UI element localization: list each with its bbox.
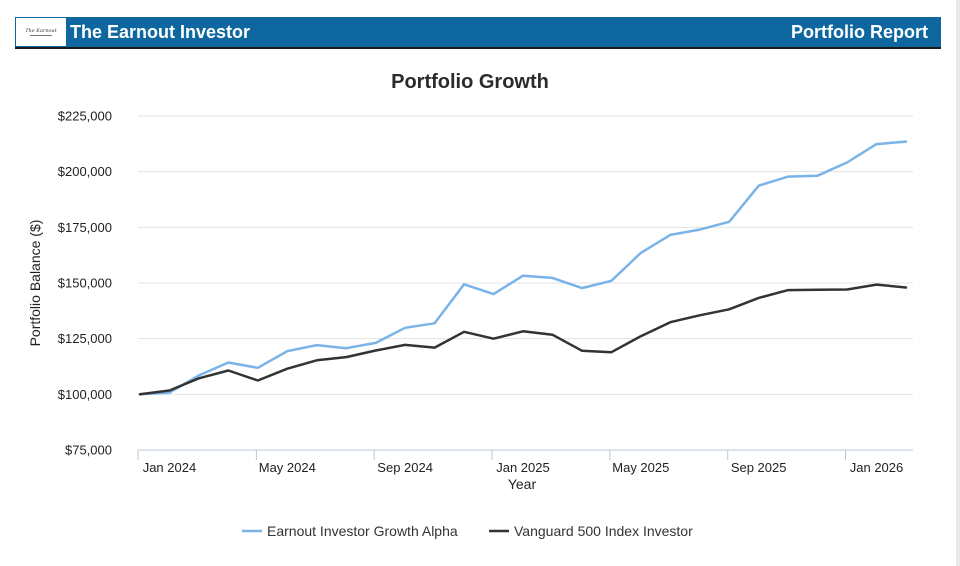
y-tick-label: $225,000 xyxy=(58,109,112,124)
legend-label: Earnout Investor Growth Alpha xyxy=(267,523,458,539)
logo-text: The Earnout xyxy=(25,28,57,34)
window-edge xyxy=(956,0,960,566)
x-tick-label: Jan 2024 xyxy=(143,460,197,475)
y-tick-label: $75,000 xyxy=(65,443,112,458)
y-axis-title: Portfolio Balance ($) xyxy=(27,220,43,347)
y-tick-label: $175,000 xyxy=(58,220,112,235)
x-tick-label: May 2024 xyxy=(259,460,316,475)
company-logo: The Earnout xyxy=(16,18,66,46)
x-tick-label: Jan 2025 xyxy=(496,460,550,475)
x-tick-label: May 2025 xyxy=(612,460,669,475)
x-tick-label: Sep 2024 xyxy=(377,460,433,475)
y-tick-label: $150,000 xyxy=(58,276,112,291)
report-header: The Earnout The Earnout Investor Portfol… xyxy=(15,17,941,49)
x-axis-title: Year xyxy=(508,476,537,492)
series-line-growth-alpha xyxy=(138,140,908,396)
site-title: The Earnout Investor xyxy=(70,22,251,42)
chart-title: Portfolio Growth xyxy=(391,71,549,93)
y-tick-label: $200,000 xyxy=(58,164,112,179)
y-tick-label: $100,000 xyxy=(58,387,112,402)
x-tick-label: Sep 2025 xyxy=(731,460,787,475)
x-tick-label: Jan 2026 xyxy=(850,460,904,475)
legend-label: Vanguard 500 Index Investor xyxy=(514,523,693,539)
series-line-vanguard-500 xyxy=(138,283,908,396)
report-label: Portfolio Report xyxy=(791,22,928,42)
y-tick-label: $125,000 xyxy=(58,331,112,346)
logo-underline xyxy=(30,35,52,36)
